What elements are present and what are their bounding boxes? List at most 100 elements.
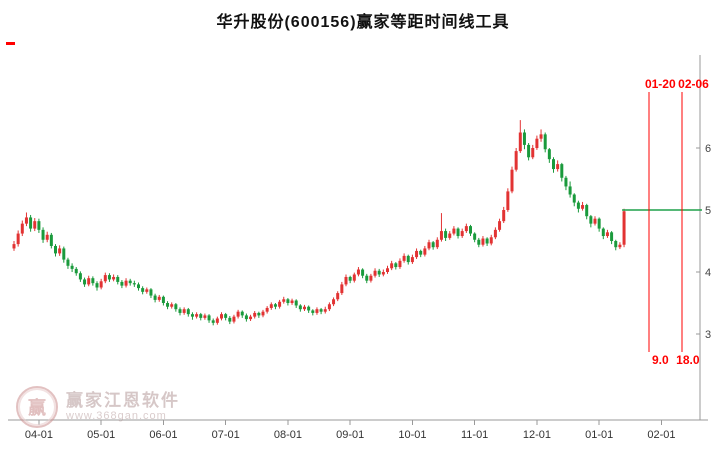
- candle-body: [49, 234, 53, 246]
- candle-body: [514, 151, 518, 170]
- candle-body: [244, 315, 248, 320]
- candle-body: [373, 270, 377, 276]
- candle-body: [510, 169, 514, 192]
- candle-body: [58, 248, 62, 254]
- candle-body: [137, 284, 140, 289]
- candle-body: [99, 281, 103, 288]
- candle-body: [448, 233, 452, 238]
- candle-body: [356, 269, 360, 275]
- candle-body: [589, 216, 593, 224]
- candle-body: [261, 311, 265, 316]
- candle-body: [228, 317, 232, 322]
- candle-body: [273, 304, 277, 307]
- candle-body: [344, 276, 348, 285]
- timeline-line[interactable]: 02-06 18.0: [676, 77, 709, 367]
- candle-body: [178, 309, 182, 313]
- candle-body: [116, 276, 120, 282]
- candle-body: [303, 306, 306, 310]
- candle-body: [290, 300, 294, 303]
- candle-body: [431, 242, 435, 248]
- candle-body: [419, 250, 423, 255]
- x-tick-label: 06-01: [149, 429, 177, 441]
- candle-body: [348, 276, 352, 281]
- candle-body: [543, 134, 547, 150]
- candle-body: [112, 276, 116, 280]
- candle-body: [45, 234, 49, 240]
- candle-body: [207, 315, 211, 321]
- candle-body: [257, 312, 261, 316]
- x-tick-label: 12-01: [523, 429, 551, 441]
- candle-body: [33, 221, 37, 229]
- candle-body: [614, 241, 618, 248]
- candle-body: [498, 221, 502, 230]
- candle-body: [502, 210, 506, 222]
- candle-body: [576, 202, 580, 209]
- candle-body: [220, 314, 223, 319]
- candle-body: [149, 289, 153, 296]
- candle-body: [481, 238, 485, 245]
- x-tick-label: 08-01: [274, 429, 302, 441]
- candle-body: [439, 231, 443, 240]
- candle-body: [74, 268, 78, 274]
- candle-body: [493, 229, 497, 238]
- candle-body: [531, 148, 535, 158]
- x-tick-label: 05-01: [87, 429, 115, 441]
- candle-body: [506, 191, 510, 210]
- candle-body: [253, 312, 257, 317]
- candle-body: [327, 304, 331, 310]
- timeline-line[interactable]: 01-20 9.0: [645, 77, 676, 367]
- candle-body: [78, 273, 82, 280]
- candle-body: [522, 132, 526, 145]
- x-tick-label: 04-01: [25, 429, 53, 441]
- candle-body: [161, 296, 165, 303]
- axes: [8, 55, 708, 421]
- candle-body: [398, 260, 402, 268]
- candle-body: [195, 314, 199, 317]
- x-tick-label: 10-01: [398, 429, 426, 441]
- candle-body: [166, 303, 170, 307]
- candle-body: [473, 233, 477, 240]
- candle-body: [489, 237, 493, 244]
- candle-body: [597, 218, 601, 229]
- candle-body: [572, 194, 576, 203]
- candle-body: [236, 311, 240, 317]
- y-tick-label: 4: [705, 267, 711, 279]
- x-tick-label: 11-01: [461, 429, 488, 441]
- candle-body: [278, 301, 282, 307]
- candle-body: [41, 229, 45, 240]
- candle-body: [568, 186, 572, 195]
- candle-body: [452, 228, 456, 234]
- candle-body: [556, 164, 560, 170]
- candle-body: [203, 315, 207, 318]
- candle-body: [20, 223, 24, 234]
- candle-body: [319, 309, 323, 312]
- candle-body: [54, 245, 57, 254]
- candle-body: [174, 304, 178, 310]
- candle-body: [286, 299, 290, 303]
- x-tick-label: 02-01: [647, 429, 675, 441]
- candle-body: [37, 221, 41, 230]
- candle-body: [464, 226, 468, 232]
- candle-body: [622, 211, 626, 245]
- timeline-date-label: 02-06: [678, 77, 709, 91]
- candle-body: [539, 134, 543, 139]
- candle-body: [153, 295, 157, 300]
- x-tick-label: 09-01: [336, 429, 364, 441]
- candle-body: [444, 231, 448, 238]
- candle-body: [182, 309, 186, 313]
- candle-body: [456, 228, 460, 237]
- candle-body: [91, 278, 95, 284]
- candle-body: [186, 309, 190, 315]
- candle-body: [211, 320, 215, 323]
- candle-body: [87, 278, 91, 285]
- candle-body: [527, 144, 531, 158]
- candle-body: [29, 217, 33, 229]
- candle-body: [128, 280, 132, 284]
- candle-body: [340, 284, 344, 294]
- candle-body: [365, 275, 369, 281]
- candle-body: [62, 248, 66, 260]
- candle-body: [560, 164, 564, 178]
- candle-body: [332, 299, 336, 305]
